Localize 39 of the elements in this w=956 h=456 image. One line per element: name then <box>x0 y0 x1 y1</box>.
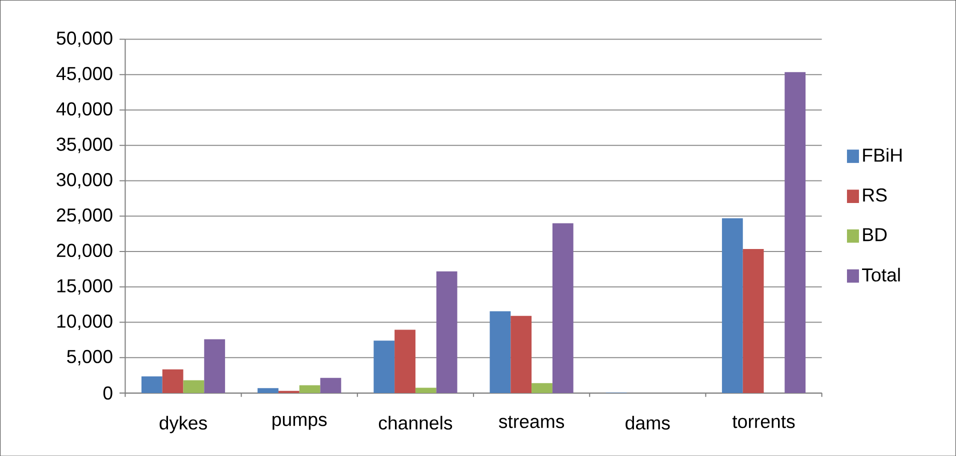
x-tick-label: dykes <box>160 416 207 434</box>
bar <box>258 388 278 393</box>
legend-label: BD <box>863 228 887 241</box>
bar <box>394 330 416 393</box>
bar <box>204 339 226 393</box>
bar <box>162 369 184 393</box>
bar <box>552 223 574 393</box>
y-tick-label: 40,000 <box>56 102 112 118</box>
x-tick-label: torrents <box>732 416 795 428</box>
bar <box>320 378 342 393</box>
y-tick-label: 50,000 <box>56 31 112 47</box>
y-tick-label: 20,000 <box>56 244 112 260</box>
bar <box>532 383 552 393</box>
y-tick-label: 0 <box>103 386 112 400</box>
bar <box>299 385 320 393</box>
bar <box>490 311 511 393</box>
legend-label: RS <box>863 188 887 202</box>
y-tick-label: 10,000 <box>57 314 112 330</box>
bar <box>722 218 743 393</box>
y-tick-label: 25,000 <box>56 208 112 224</box>
bar <box>141 376 162 393</box>
bar <box>183 380 204 393</box>
x-tick-label: dams <box>626 416 670 430</box>
bar <box>742 248 764 393</box>
y-tick-label: 35,000 <box>56 138 112 153</box>
y-tick-label: 30,000 <box>56 172 112 188</box>
y-tick-label: 45,000 <box>56 66 112 82</box>
bar <box>415 388 436 393</box>
bar <box>510 316 532 393</box>
x-tick-label: pumps <box>272 416 327 430</box>
bar <box>784 72 806 393</box>
legend-label: FBiH <box>863 148 902 162</box>
x-tick-label: streams <box>498 416 564 428</box>
bar <box>436 271 458 393</box>
bar <box>374 340 395 393</box>
x-tick-label: channels <box>378 416 452 430</box>
y-tick-label: 15,000 <box>57 279 112 294</box>
legend-label: Total <box>862 268 900 282</box>
y-tick-label: 5,000 <box>67 350 112 366</box>
